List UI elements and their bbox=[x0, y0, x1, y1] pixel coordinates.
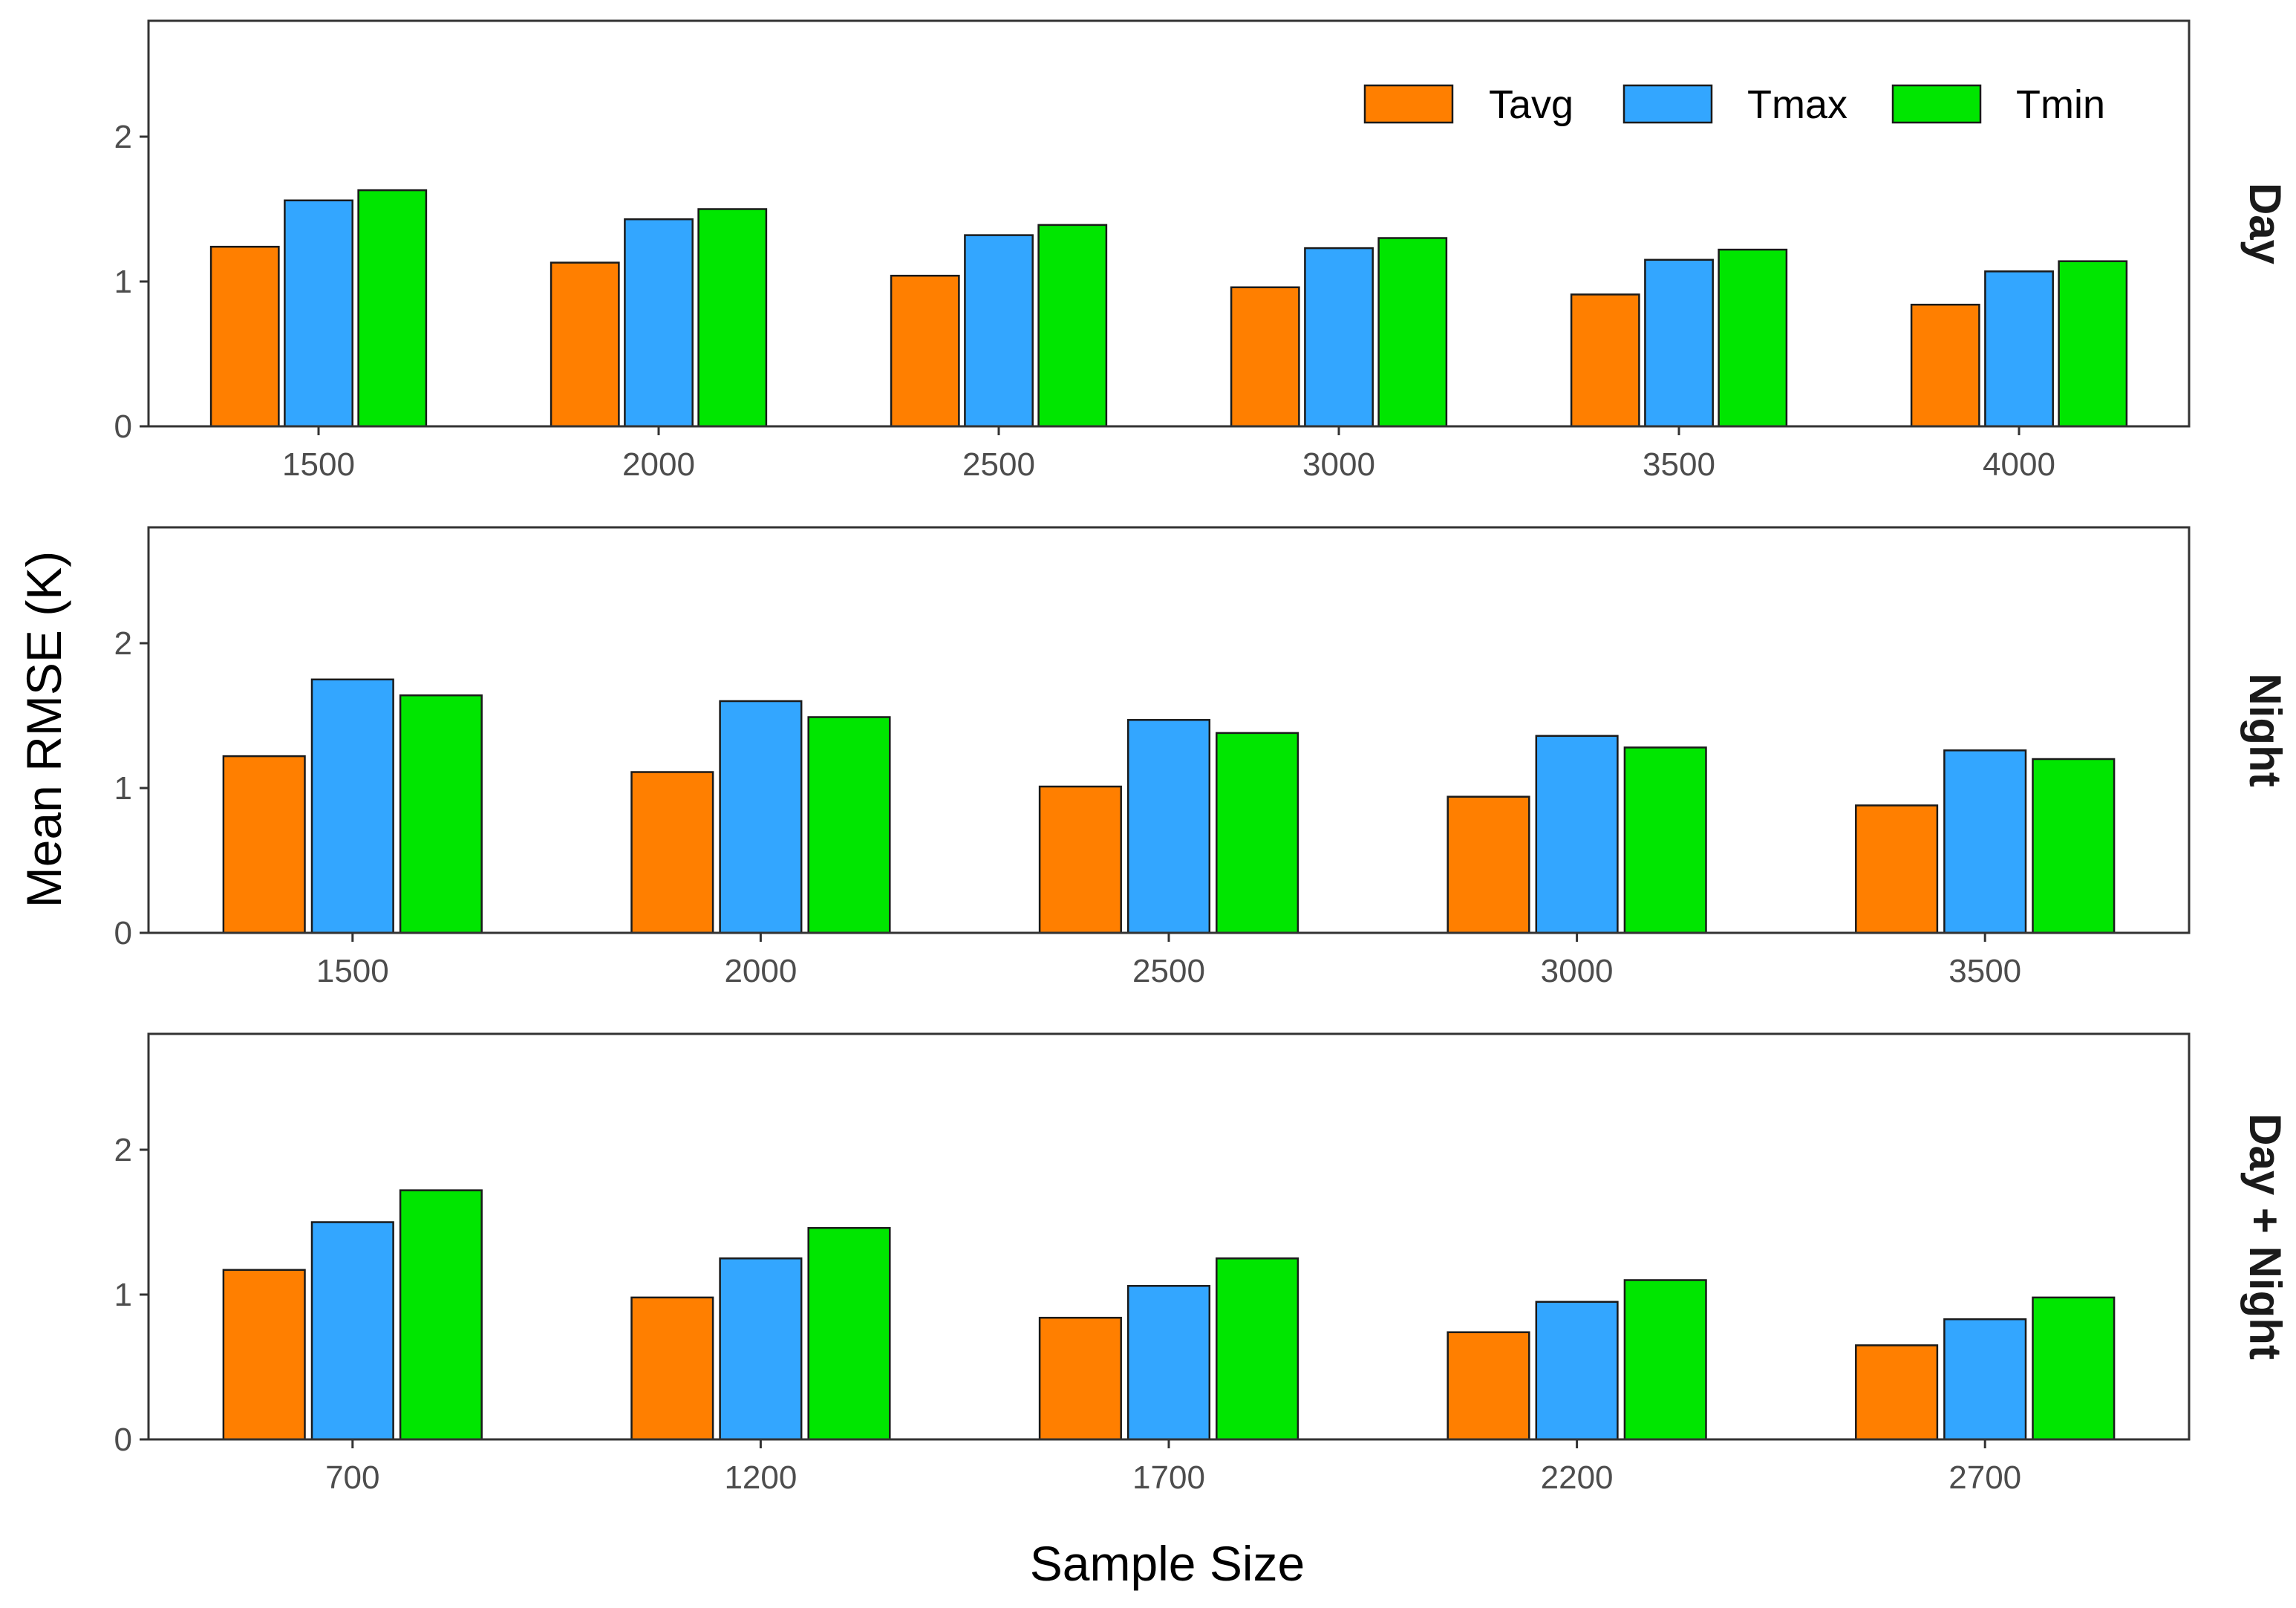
y-tick-label: 2 bbox=[114, 1132, 132, 1168]
bar-tmin-2500 bbox=[1037, 224, 1108, 428]
legend-key-tmax bbox=[1622, 84, 1713, 124]
strip-label: Night bbox=[2240, 673, 2290, 787]
bar-tmin-2500 bbox=[1216, 732, 1299, 934]
bar-tmin-2200 bbox=[1623, 1279, 1707, 1441]
bar-tmax-1200 bbox=[719, 1257, 803, 1441]
x-tick-label: 1200 bbox=[724, 1459, 797, 1496]
x-tick-label: 2500 bbox=[962, 446, 1035, 483]
bar-tmax-700 bbox=[310, 1221, 394, 1441]
bar-tmin-2700 bbox=[2032, 1296, 2116, 1441]
x-tick-label: 2200 bbox=[1541, 1459, 1614, 1496]
bar-tmin-3000 bbox=[1623, 746, 1707, 934]
bar-tavg-2700 bbox=[1855, 1344, 1939, 1441]
x-tick-label: 3500 bbox=[1948, 953, 2021, 989]
bar-tmax-1700 bbox=[1126, 1285, 1211, 1441]
x-tick-label: 700 bbox=[325, 1459, 379, 1496]
y-tick-label: 0 bbox=[114, 408, 132, 445]
y-tick-label: 0 bbox=[114, 1422, 132, 1458]
legend-label-tmax: Tmax bbox=[1747, 82, 1847, 127]
bar-tmax-2500 bbox=[964, 234, 1034, 428]
bar-tmax-4000 bbox=[1984, 270, 2054, 428]
bar-tavg-3000 bbox=[1447, 795, 1530, 934]
x-tick-label: 3500 bbox=[1643, 446, 1715, 483]
strip-label: Day + Night bbox=[2240, 1113, 2290, 1360]
bar-tmin-1500 bbox=[357, 189, 428, 428]
bar-tmax-3500 bbox=[1644, 258, 1714, 428]
legend-key-tmin bbox=[1891, 84, 1982, 124]
x-tick-label: 2000 bbox=[622, 446, 695, 483]
bar-tavg-4000 bbox=[1910, 303, 1980, 428]
x-axis-title: Sample Size bbox=[1030, 1536, 1305, 1591]
panel-night: 0 1 2 1500 2000 2500 3000 3500 Night bbox=[114, 526, 2290, 989]
bar-tavg-2500 bbox=[1038, 785, 1122, 934]
legend: Tavg Tmax Tmin bbox=[1363, 82, 2105, 127]
x-tick-label: 1500 bbox=[316, 953, 389, 989]
bar-tmin-2000 bbox=[807, 716, 891, 934]
bar-tavg-1700 bbox=[1038, 1316, 1122, 1441]
y-tick-label: 2 bbox=[114, 625, 132, 662]
bar-tmin-3000 bbox=[1377, 237, 1448, 428]
panel-day: 0 1 2 1500 2000 2500 3000 3500 4000 Day bbox=[114, 19, 2290, 483]
bar-tavg-3500 bbox=[1855, 804, 1939, 934]
x-tick-label: 3000 bbox=[1302, 446, 1375, 483]
bar-tmax-2000 bbox=[624, 218, 694, 428]
x-tick-label: 4000 bbox=[1983, 446, 2055, 483]
bar-tmin-1700 bbox=[1216, 1257, 1299, 1441]
bar-tavg-1500 bbox=[222, 755, 306, 934]
x-tick-label: 2000 bbox=[724, 953, 797, 989]
bar-tmax-2700 bbox=[1943, 1318, 2027, 1441]
legend-key-tavg bbox=[1363, 84, 1454, 124]
bar-tavg-700 bbox=[222, 1269, 306, 1441]
strip-label: Day bbox=[2240, 183, 2290, 265]
x-tick-label: 2500 bbox=[1132, 953, 1205, 989]
bar-tmax-3000 bbox=[1304, 247, 1374, 428]
bar-tavg-1200 bbox=[630, 1296, 714, 1441]
bar-tmin-1500 bbox=[399, 694, 483, 934]
y-tick-label: 1 bbox=[114, 1277, 132, 1313]
bar-tavg-3000 bbox=[1230, 286, 1300, 428]
bar-tavg-2200 bbox=[1447, 1331, 1530, 1441]
bar-tavg-3500 bbox=[1570, 293, 1640, 428]
bar-tmax-2500 bbox=[1126, 719, 1211, 934]
bar-tavg-1500 bbox=[209, 245, 280, 428]
y-tick-label: 0 bbox=[114, 915, 132, 951]
bar-tmin-3500 bbox=[2032, 758, 2116, 934]
y-axis-title: Mean RMSE (K) bbox=[16, 551, 71, 908]
bar-tmax-3000 bbox=[1535, 735, 1619, 934]
legend-label-tmin: Tmin bbox=[2016, 82, 2105, 127]
y-tick-label: 1 bbox=[114, 264, 132, 300]
bar-tavg-2500 bbox=[890, 274, 960, 428]
x-tick-label: 1700 bbox=[1132, 1459, 1205, 1496]
bar-tmin-4000 bbox=[2058, 260, 2128, 428]
bar-tmax-1500 bbox=[284, 199, 353, 428]
bar-tavg-2000 bbox=[549, 261, 620, 428]
x-tick-label: 1500 bbox=[282, 446, 355, 483]
y-tick-label: 1 bbox=[114, 770, 132, 807]
bar-tmin-3500 bbox=[1718, 248, 1788, 428]
panel-frame bbox=[147, 19, 2191, 428]
bar-tmin-1200 bbox=[807, 1227, 891, 1441]
bar-tmax-3500 bbox=[1943, 749, 2027, 934]
bar-tavg-2000 bbox=[630, 771, 714, 934]
y-tick-label: 2 bbox=[114, 119, 132, 155]
bar-tmin-2000 bbox=[697, 208, 768, 428]
bar-tmax-2200 bbox=[1535, 1301, 1619, 1441]
x-tick-label: 3000 bbox=[1541, 953, 1614, 989]
bar-tmax-1500 bbox=[310, 678, 394, 934]
legend-label-tavg: Tavg bbox=[1489, 82, 1573, 127]
bar-tmax-2000 bbox=[719, 700, 803, 934]
x-tick-label: 2700 bbox=[1948, 1459, 2021, 1496]
bar-tmin-700 bbox=[399, 1189, 483, 1441]
